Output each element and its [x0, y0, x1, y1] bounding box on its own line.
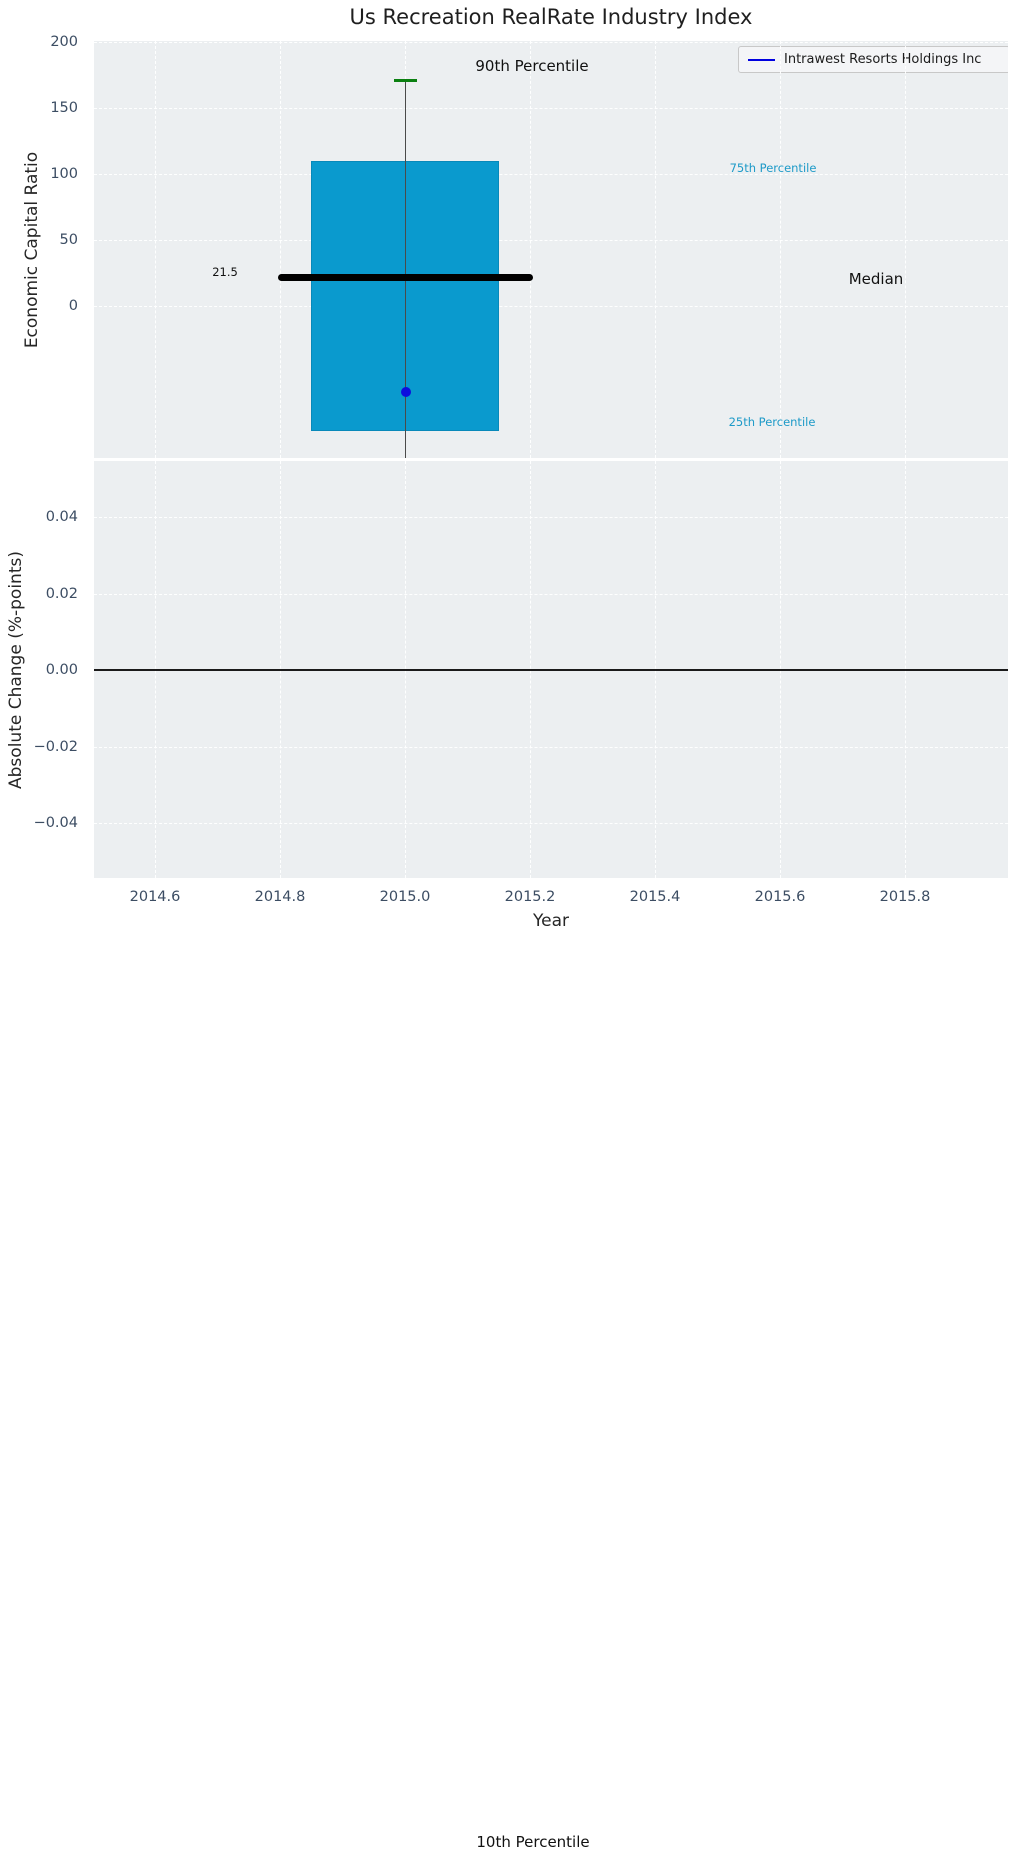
annotation-25th-percentile: 25th Percentile: [728, 415, 816, 429]
gridline-vertical: [280, 41, 281, 458]
annotation-median-value: 21.5: [212, 265, 238, 279]
y-tick-label: 50: [59, 232, 78, 248]
annotation-median: Median: [848, 270, 904, 288]
y-tick-label: −0.04: [33, 815, 78, 831]
gridline-horizontal: [94, 42, 1008, 43]
median-line: [278, 274, 533, 282]
company-data-point: [400, 386, 411, 397]
legend-label: Intrawest Resorts Holdings Inc: [784, 52, 982, 67]
gridline-horizontal: [94, 593, 1008, 595]
annotation-90th-percentile: 90th Percentile: [475, 57, 589, 75]
y-tick-label: 0: [68, 298, 78, 314]
x-tick-label: 2014.8: [254, 889, 306, 905]
chart-title: Us Recreation RealRate Industry Index: [349, 5, 753, 29]
x-tick-label: 2015.6: [754, 889, 806, 905]
y-tick-label: 150: [50, 100, 78, 116]
whisker-line: [404, 80, 407, 458]
gridline-horizontal: [94, 108, 1008, 109]
gridline-horizontal: [94, 306, 1008, 307]
gridline-vertical: [530, 41, 531, 458]
gridline-horizontal: [94, 174, 1008, 175]
gridline-vertical: [655, 41, 656, 458]
bottom-axes: [94, 461, 1008, 878]
annotation-75th-percentile: 75th Percentile: [729, 161, 817, 175]
zero-baseline: [94, 669, 1008, 671]
x-tick-label: 2015.2: [504, 889, 556, 905]
y-tick-label: 100: [50, 166, 78, 182]
y-tick-label: 0.02: [45, 585, 78, 602]
gridline-horizontal: [94, 746, 1008, 748]
y-tick-label: 0.04: [45, 509, 78, 525]
gridline-horizontal: [94, 517, 1008, 518]
y-tick-label: 200: [50, 34, 78, 50]
x-axis-title: Year: [533, 911, 569, 931]
x-tick-label: 2014.6: [129, 889, 181, 905]
gridline-horizontal: [94, 240, 1008, 241]
gridline-vertical: [155, 41, 156, 458]
legend-line-icon: [748, 58, 775, 61]
gridline-horizontal: [94, 823, 1008, 824]
x-tick-label: 2015.4: [629, 889, 681, 905]
y-tick-label: −0.02: [33, 738, 78, 755]
x-tick-label: 2015.0: [379, 889, 431, 905]
top-axes: Intrawest Resorts Holdings Inc: [94, 41, 1008, 458]
gridline-vertical: [780, 41, 781, 458]
gridline-vertical: [905, 41, 906, 458]
annotation-10th-percentile: 10th Percentile: [476, 1833, 590, 1851]
whisker-cap-90th: [394, 78, 417, 82]
x-tick-label: 2015.8: [879, 889, 931, 905]
legend: Intrawest Resorts Holdings Inc: [738, 46, 1008, 73]
y-tick-label: 0.00: [45, 662, 78, 678]
